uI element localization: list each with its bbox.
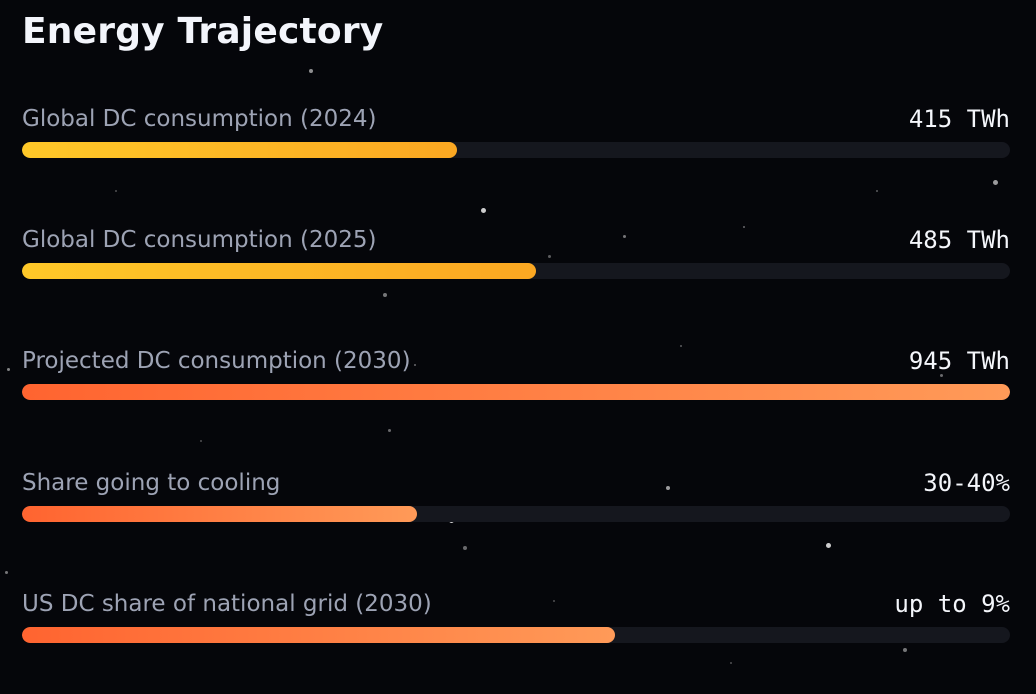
star	[5, 571, 8, 574]
progress-track	[22, 506, 1010, 522]
star	[876, 190, 878, 192]
metric-row: US DC share of national grid (2030) up t…	[22, 589, 1010, 664]
metric-value: up to 9%	[894, 590, 1010, 618]
progress-fill	[22, 384, 1010, 400]
progress-fill	[22, 506, 418, 522]
star	[200, 440, 202, 442]
progress-fill	[22, 142, 457, 158]
star	[115, 190, 117, 192]
star	[388, 429, 391, 432]
metric-row: Share going to cooling 30-40%	[22, 468, 1010, 543]
metric-value: 485 TWh	[908, 226, 1010, 254]
section-title: Energy Trajectory	[22, 11, 384, 52]
metric-value: 30-40%	[923, 469, 1010, 497]
progress-track	[22, 263, 1010, 279]
metric-label: Global DC consumption (2024)	[22, 106, 377, 132]
star	[7, 368, 10, 371]
metric-row: Global DC consumption (2024) 415 TWh	[22, 104, 1010, 179]
star	[826, 543, 831, 548]
metric-value: 415 TWh	[908, 105, 1010, 133]
metric-label: US DC share of national grid (2030)	[22, 591, 432, 617]
metric-row: Global DC consumption (2025) 485 TWh	[22, 225, 1010, 300]
metric-label: Projected DC consumption (2030)	[22, 348, 411, 374]
star	[481, 208, 486, 213]
progress-track	[22, 142, 1010, 158]
metric-row: Projected DC consumption (2030) 945 TWh	[22, 346, 1010, 421]
star	[993, 180, 998, 185]
progress-fill	[22, 627, 615, 643]
metric-value: 945 TWh	[908, 347, 1010, 375]
star	[463, 546, 467, 550]
star	[309, 69, 313, 73]
metric-label: Global DC consumption (2025)	[22, 227, 377, 253]
metric-label: Share going to cooling	[22, 470, 281, 496]
progress-track	[22, 384, 1010, 400]
progress-track	[22, 627, 1010, 643]
progress-fill	[22, 263, 536, 279]
